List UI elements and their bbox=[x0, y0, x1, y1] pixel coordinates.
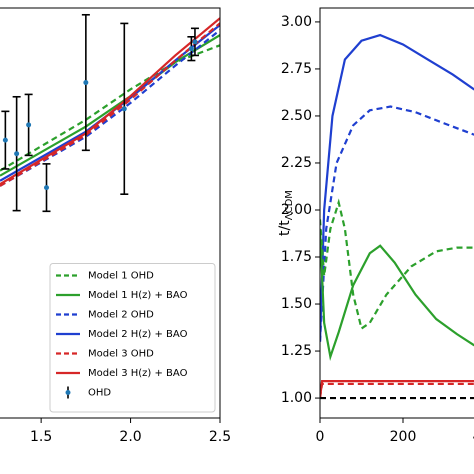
x-tick-label: 0 bbox=[316, 429, 325, 445]
line-series bbox=[320, 105, 474, 342]
data-point bbox=[192, 39, 198, 45]
y-axis-label: t/tΛCDM bbox=[277, 190, 295, 236]
y-tick-label: 1.50 bbox=[281, 296, 312, 312]
legend-label: Model 3 OHD bbox=[88, 349, 154, 360]
line-series bbox=[320, 228, 474, 362]
data-point bbox=[188, 46, 194, 52]
y-tick-label: 2.50 bbox=[281, 108, 312, 124]
line-series bbox=[0, 17, 220, 186]
legend-label: Model 2 OHD bbox=[88, 310, 154, 321]
line-series bbox=[0, 34, 220, 177]
x-tick-label: 400 bbox=[473, 429, 474, 445]
line-series bbox=[0, 44, 220, 172]
y-tick-label: 2.75 bbox=[281, 61, 312, 77]
legend-swatch bbox=[65, 390, 71, 395]
legend-label: Model 1 OHD bbox=[88, 271, 154, 282]
y-tick-label: 2.25 bbox=[281, 155, 312, 171]
data-point bbox=[44, 185, 50, 191]
x-tick-label: 2.0 bbox=[119, 429, 141, 445]
plot-area bbox=[0, 13, 220, 213]
legend: Model 1 OHD Model 1 H(z) + BAO Model 2 OHD… bbox=[49, 263, 216, 413]
axes-frame bbox=[0, 7, 221, 419]
legend-label: Model 3 H(z) + BAO bbox=[88, 368, 188, 379]
line-series bbox=[320, 33, 474, 342]
legend-label: Model 1 H(z) + BAO bbox=[88, 290, 188, 301]
axes-frame bbox=[319, 7, 474, 419]
y-tick-label: 1.75 bbox=[281, 249, 312, 265]
legend-box bbox=[49, 263, 216, 413]
y-tick-label: 1.00 bbox=[281, 390, 312, 406]
plot-area bbox=[320, 33, 474, 400]
data-point bbox=[2, 137, 8, 143]
data-point bbox=[83, 80, 89, 86]
data-point bbox=[26, 122, 32, 128]
line-series bbox=[320, 380, 474, 399]
legend-label: Model 2 H(z) + BAO bbox=[88, 329, 188, 340]
data-point bbox=[121, 106, 127, 112]
line-series bbox=[320, 198, 474, 331]
line-series bbox=[320, 382, 474, 399]
x-tick-label: 1.5 bbox=[30, 429, 52, 445]
y-tick-label: 3.00 bbox=[281, 14, 312, 30]
y-tick-label: 1.25 bbox=[281, 343, 312, 359]
x-tick-label: 200 bbox=[390, 429, 417, 445]
data-point bbox=[14, 151, 20, 157]
legend-label: OHD bbox=[88, 388, 111, 399]
y-tick-label: 2.00 bbox=[281, 202, 312, 218]
x-tick-label: 2.5 bbox=[209, 429, 231, 445]
